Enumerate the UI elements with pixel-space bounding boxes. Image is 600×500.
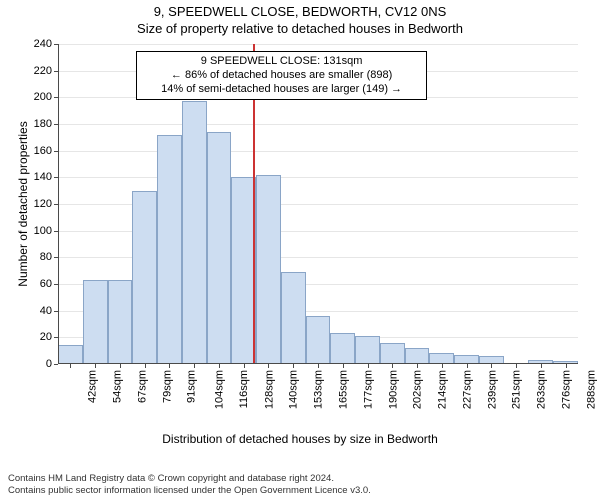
histogram-bar — [405, 348, 430, 364]
x-tick-label: 79sqm — [161, 370, 173, 403]
x-tick-mark — [145, 364, 146, 368]
gridline — [58, 44, 578, 45]
annotation-box: 9 SPEEDWELL CLOSE: 131sqm← 86% of detach… — [136, 51, 427, 100]
x-tick-mark — [442, 364, 443, 368]
histogram-bar — [58, 345, 83, 364]
x-tick-label: 202sqm — [412, 370, 424, 409]
annotation-line: 14% of semi-detached houses are larger (… — [143, 83, 420, 97]
x-tick-mark — [293, 364, 294, 368]
x-tick-mark — [318, 364, 319, 368]
x-tick-label: 153sqm — [313, 370, 325, 409]
y-tick-label: 160 — [34, 145, 58, 157]
histogram-bar — [157, 135, 182, 364]
x-tick-label: 54sqm — [112, 370, 124, 403]
x-tick-label: 140sqm — [288, 370, 300, 409]
x-tick-mark — [95, 364, 96, 368]
gridline — [58, 177, 578, 178]
histogram-bar — [132, 191, 157, 364]
histogram-bar — [108, 280, 133, 364]
x-tick-mark — [516, 364, 517, 368]
x-tick-label: 42sqm — [87, 370, 99, 403]
chart-root: { "title": "9, SPEEDWELL CLOSE, BEDWORTH… — [0, 0, 600, 500]
x-tick-mark — [417, 364, 418, 368]
y-tick-label: 140 — [34, 171, 58, 183]
x-tick-mark — [368, 364, 369, 368]
annotation-line: ← 86% of detached houses are smaller (89… — [143, 69, 420, 83]
chart-subtitle: Size of property relative to detached ho… — [0, 21, 600, 36]
histogram-bar — [281, 272, 306, 364]
x-tick-label: 190sqm — [387, 370, 399, 409]
y-tick-label: 200 — [34, 91, 58, 103]
x-tick-label: 104sqm — [214, 370, 226, 409]
histogram-bar — [207, 132, 232, 364]
x-tick-mark — [169, 364, 170, 368]
x-tick-label: 128sqm — [263, 370, 275, 409]
x-tick-mark — [566, 364, 567, 368]
x-tick-label: 165sqm — [338, 370, 350, 409]
annotation-line: 9 SPEEDWELL CLOSE: 131sqm — [143, 55, 420, 69]
y-tick-label: 120 — [34, 198, 58, 210]
x-tick-mark — [392, 364, 393, 368]
attribution-line-1: Contains HM Land Registry data © Crown c… — [8, 473, 592, 485]
x-tick-mark — [268, 364, 269, 368]
x-tick-label: 177sqm — [362, 370, 374, 409]
x-tick-label: 227sqm — [461, 370, 473, 409]
x-tick-label: 263sqm — [536, 370, 548, 409]
attribution-line-2: Contains public sector information licen… — [8, 485, 592, 497]
y-tick-label: 20 — [40, 331, 58, 343]
y-tick-label: 100 — [34, 225, 58, 237]
y-axis-line — [58, 44, 59, 364]
x-tick-mark — [70, 364, 71, 368]
chart-title: 9, SPEEDWELL CLOSE, BEDWORTH, CV12 0NS — [0, 4, 600, 19]
x-tick-label: 214sqm — [437, 370, 449, 409]
gridline — [58, 151, 578, 152]
histogram-bar — [182, 101, 207, 364]
x-tick-mark — [343, 364, 344, 368]
x-tick-label: 276sqm — [560, 370, 572, 409]
histogram-bar — [256, 175, 281, 364]
y-axis-label: Number of detached properties — [16, 121, 30, 286]
histogram-bar — [306, 316, 331, 364]
y-tick-label: 0 — [46, 358, 58, 370]
y-tick-label: 60 — [40, 278, 58, 290]
x-tick-mark — [244, 364, 245, 368]
x-tick-mark — [120, 364, 121, 368]
x-tick-mark — [541, 364, 542, 368]
y-tick-label: 220 — [34, 65, 58, 77]
gridline — [58, 124, 578, 125]
x-tick-label: 116sqm — [238, 370, 250, 408]
histogram-bar — [330, 333, 355, 364]
histogram-bar — [380, 343, 405, 364]
histogram-bar — [83, 280, 108, 364]
plot-area: 9 SPEEDWELL CLOSE: 131sqm← 86% of detach… — [58, 44, 578, 364]
y-tick-label: 240 — [34, 38, 58, 50]
histogram-bar — [355, 336, 380, 364]
x-tick-mark — [491, 364, 492, 368]
x-axis-label: Distribution of detached houses by size … — [0, 432, 600, 446]
x-tick-mark — [467, 364, 468, 368]
y-tick-label: 40 — [40, 305, 58, 317]
x-tick-label: 239sqm — [486, 370, 498, 409]
x-tick-label: 251sqm — [511, 370, 523, 409]
x-tick-label: 67sqm — [136, 370, 148, 403]
attribution-text: Contains HM Land Registry data © Crown c… — [0, 473, 600, 497]
x-tick-mark — [194, 364, 195, 368]
y-tick-label: 80 — [40, 251, 58, 263]
x-tick-mark — [219, 364, 220, 368]
x-tick-label: 288sqm — [585, 370, 597, 409]
y-tick-label: 180 — [34, 118, 58, 130]
x-tick-label: 91sqm — [186, 370, 198, 403]
